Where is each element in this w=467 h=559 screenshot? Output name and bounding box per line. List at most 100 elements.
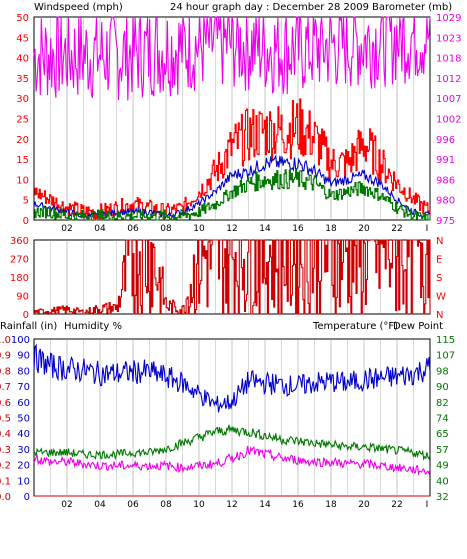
y-tick-barometer-2: 986 — [436, 175, 455, 186]
y-tick-direction-1: 90 — [16, 292, 29, 303]
series-humidity — [33, 343, 431, 413]
series-lull — [34, 169, 431, 221]
y-tick-temperature-10: 115 — [436, 335, 455, 346]
y-tick-barometer-10: 1029 — [436, 13, 461, 24]
y-tick-direction-4: 360 — [10, 236, 29, 247]
x-tick-wind-I: I — [426, 224, 429, 234]
y-tick-humidity-3: 30 — [17, 445, 30, 456]
y-tick-barometer-4: 996 — [436, 135, 455, 146]
y-tick-rainfall-0: 0.0 — [0, 492, 11, 503]
humidity-axis-title: Humidity % — [64, 321, 122, 332]
y-tick-temperature-6: 82 — [436, 398, 449, 409]
x-tick-weather-16: 16 — [292, 500, 304, 510]
x-tick-weather-04: 04 — [94, 500, 106, 510]
y-tick-barometer-0: 975 — [436, 216, 455, 227]
y-tick-barometer-1: 980 — [436, 196, 455, 207]
y-tick-windspeed-4: 20 — [16, 135, 29, 146]
x-tick-wind-04: 04 — [94, 224, 106, 234]
y-tick-windspeed-2: 10 — [16, 175, 29, 186]
x-tick-wind-06: 06 — [127, 224, 139, 234]
y-tick-barometer-6: 1007 — [436, 94, 461, 105]
y-tick-humidity-5: 50 — [17, 414, 30, 425]
grid-layer — [50, 18, 414, 495]
x-tick-wind-18: 18 — [325, 224, 337, 234]
y-tick-windspeed-9: 45 — [16, 33, 29, 44]
x-tick-weather-14: 14 — [259, 500, 271, 510]
y-tick-compass-4: N — [436, 236, 443, 247]
y-tick-humidity-4: 40 — [17, 429, 30, 440]
y-tick-humidity-0: 0 — [24, 492, 30, 503]
y-tick-direction-0: 0 — [23, 310, 29, 321]
y-tick-windspeed-10: 50 — [16, 13, 29, 24]
y-tick-temperature-8: 98 — [436, 366, 449, 377]
x-tick-weather-12: 12 — [226, 500, 237, 510]
y-tick-compass-1: W — [436, 292, 446, 303]
y-tick-windspeed-7: 35 — [16, 74, 29, 85]
y-tick-direction-3: 270 — [10, 255, 29, 266]
series-direction — [34, 239, 431, 315]
y-tick-rainfall-3: 0.3 — [0, 445, 11, 456]
tick-layer: 02 04 06 08 10 12 14 16 18 20 22 I02 04 06 08 10 12 14 16 1… — [0, 13, 461, 510]
y-tick-rainfall-2: 0.2 — [0, 461, 11, 472]
y-tick-barometer-8: 1018 — [436, 54, 461, 65]
series-barometer — [33, 15, 431, 101]
y-tick-barometer-5: 1002 — [436, 115, 461, 126]
x-tick-weather-08: 08 — [160, 500, 172, 510]
x-tick-wind-14: 14 — [259, 224, 271, 234]
y-tick-rainfall-4: 0.4 — [0, 429, 11, 440]
series-layer — [33, 15, 431, 497]
y-tick-compass-0: N — [436, 310, 443, 321]
y-tick-temperature-0: 32 — [436, 492, 449, 503]
x-tick-wind-08: 08 — [160, 224, 172, 234]
x-tick-wind-10: 10 — [193, 224, 205, 234]
y-tick-temperature-3: 57 — [436, 445, 449, 456]
temperature-axis-title: Temperature (°F) — [312, 321, 398, 332]
x-tick-weather-10: 10 — [193, 500, 205, 510]
y-tick-compass-3: E — [436, 255, 442, 266]
y-tick-windspeed-3: 15 — [16, 155, 29, 166]
y-tick-compass-2: S — [436, 273, 442, 284]
y-tick-windspeed-5: 25 — [16, 115, 29, 126]
x-tick-wind-22: 22 — [391, 224, 402, 234]
rainfall-axis-title: Rainfall (in) — [0, 321, 57, 332]
y-tick-windspeed-8: 40 — [16, 54, 29, 65]
y-tick-rainfall-1: 0.1 — [0, 476, 11, 487]
x-tick-wind-02: 02 — [61, 224, 72, 234]
y-tick-rainfall-6: 0.6 — [0, 398, 11, 409]
y-tick-humidity-7: 70 — [17, 382, 30, 393]
y-tick-rainfall-9: 0.9 — [0, 351, 11, 362]
y-tick-temperature-4: 65 — [436, 429, 449, 440]
y-tick-humidity-1: 10 — [17, 476, 30, 487]
y-tick-windspeed-6: 30 — [16, 94, 29, 105]
barometer-axis-title: Barometer (mb) — [372, 2, 452, 13]
y-tick-barometer-7: 1012 — [436, 74, 461, 85]
y-tick-temperature-5: 74 — [436, 414, 449, 425]
y-tick-humidity-10: 100 — [11, 335, 30, 346]
y-tick-humidity-2: 20 — [17, 461, 30, 472]
x-tick-weather-06: 06 — [127, 500, 139, 510]
y-tick-windspeed-0: 0 — [23, 216, 29, 227]
x-tick-weather-18: 18 — [325, 500, 337, 510]
y-tick-windspeed-1: 5 — [23, 196, 29, 207]
x-tick-weather-I: I — [426, 500, 429, 510]
x-tick-wind-12: 12 — [226, 224, 237, 234]
y-tick-humidity-8: 80 — [17, 366, 30, 377]
y-tick-temperature-9: 107 — [436, 351, 455, 362]
graph-title: 24 hour graph day : December 28 2009 — [170, 2, 369, 13]
y-tick-rainfall-10: 1.0 — [0, 335, 11, 346]
y-tick-rainfall-5: 0.5 — [0, 414, 11, 425]
y-tick-temperature-1: 40 — [436, 476, 449, 487]
y-tick-direction-2: 180 — [10, 273, 29, 284]
windspeed-axis-title: Windspeed (mph) — [34, 2, 123, 13]
y-tick-temperature-2: 49 — [436, 461, 449, 472]
x-tick-weather-22: 22 — [391, 500, 402, 510]
y-tick-barometer-3: 991 — [436, 155, 455, 166]
y-tick-rainfall-7: 0.7 — [0, 382, 11, 393]
y-tick-humidity-9: 90 — [17, 351, 30, 362]
x-tick-wind-16: 16 — [292, 224, 304, 234]
x-tick-weather-02: 02 — [61, 500, 72, 510]
x-tick-wind-20: 20 — [358, 224, 370, 234]
y-tick-barometer-9: 1023 — [436, 33, 461, 44]
x-tick-weather-20: 20 — [358, 500, 370, 510]
